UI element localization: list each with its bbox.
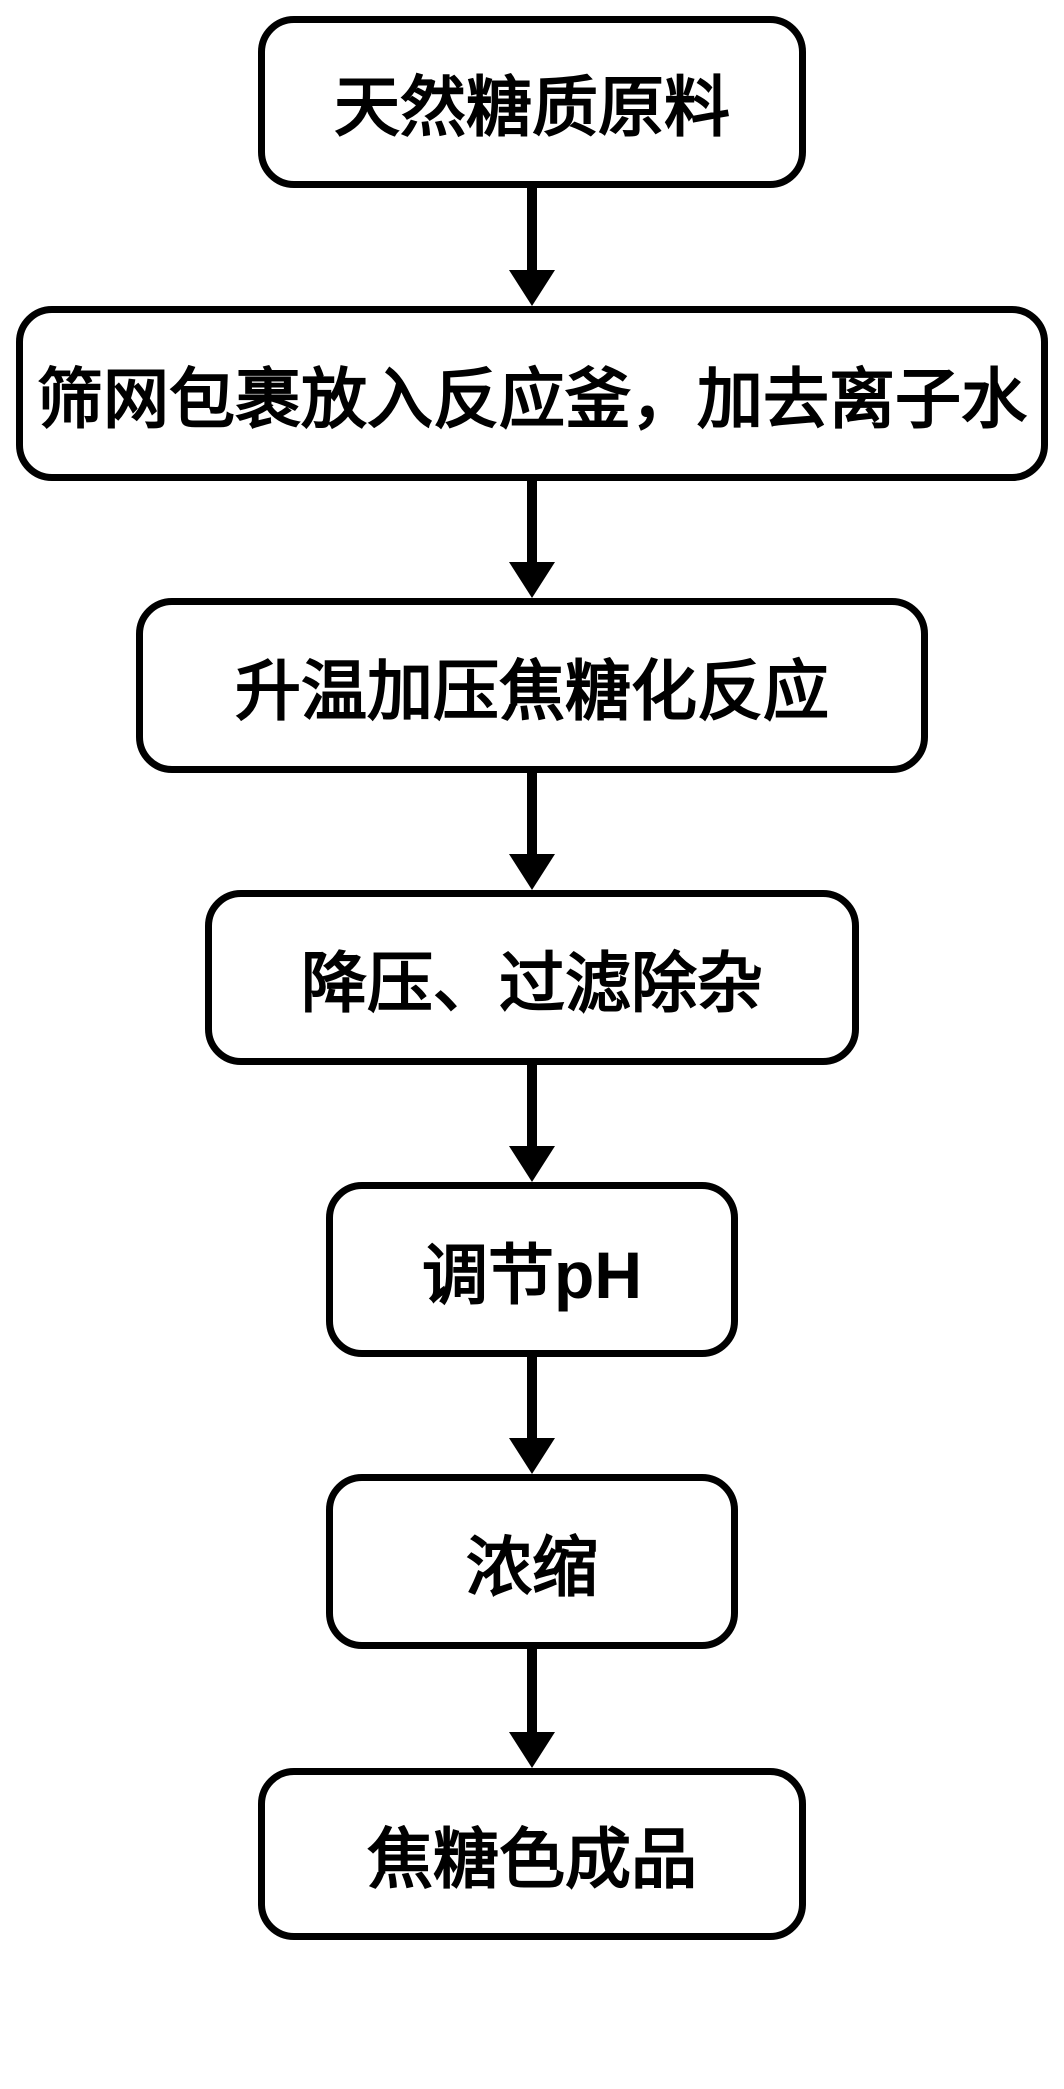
flow-node-label: 焦糖色成品 (367, 1806, 697, 1902)
flow-node-label: 升温加压焦糖化反应 (235, 638, 829, 734)
arrow-shaft (527, 1649, 537, 1732)
flow-node-label: 天然糖质原料 (334, 54, 730, 150)
flow-node-concentrate: 浓缩 (326, 1474, 738, 1649)
arrow-shaft (527, 481, 537, 562)
arrow-down-icon (509, 1438, 555, 1474)
arrow-down-icon (509, 270, 555, 306)
arrow-shaft (527, 188, 537, 270)
flow-node-label: 降压、过滤除杂 (301, 930, 763, 1026)
flow-node-adjust-ph: 调节pH (326, 1182, 738, 1357)
flowchart-canvas: 天然糖质原料 筛网包裹放入反应釜，加去离子水 升温加压焦糖化反应 降压、过滤除杂… (0, 0, 1064, 2089)
flow-node-finished-product: 焦糖色成品 (258, 1768, 806, 1940)
flow-node-label: 筛网包裹放入反应釜，加去离子水 (37, 346, 1027, 442)
arrow-down-icon (509, 562, 555, 598)
arrow-down-icon (509, 1146, 555, 1182)
arrow-shaft (527, 773, 537, 854)
arrow-shaft (527, 1357, 537, 1438)
flow-node-raw-material: 天然糖质原料 (258, 16, 806, 188)
arrow-shaft (527, 1065, 537, 1146)
arrow-down-icon (509, 1732, 555, 1768)
flow-node-depressurize-filter: 降压、过滤除杂 (205, 890, 859, 1065)
flow-node-mesh-wrap: 筛网包裹放入反应釜，加去离子水 (16, 306, 1048, 481)
flow-node-caramelization: 升温加压焦糖化反应 (136, 598, 928, 773)
flow-node-label: 调节pH (422, 1222, 642, 1318)
arrow-down-icon (509, 854, 555, 890)
flow-node-label: 浓缩 (466, 1514, 598, 1610)
